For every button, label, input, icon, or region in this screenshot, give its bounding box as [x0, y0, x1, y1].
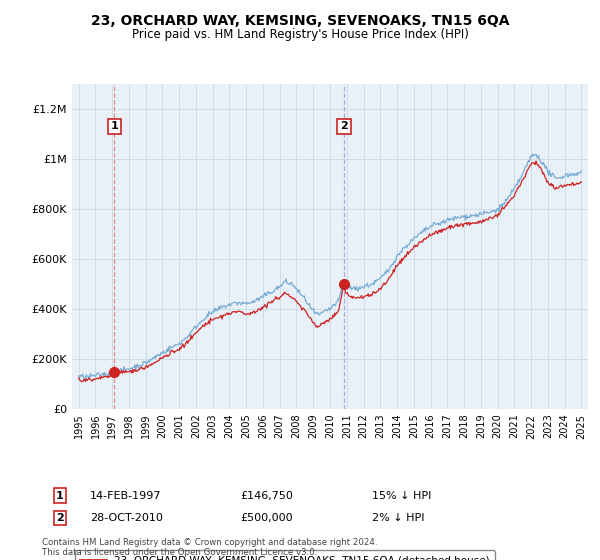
Text: 23, ORCHARD WAY, KEMSING, SEVENOAKS, TN15 6QA: 23, ORCHARD WAY, KEMSING, SEVENOAKS, TN1… — [91, 14, 509, 28]
Text: 28-OCT-2010: 28-OCT-2010 — [90, 513, 163, 523]
Text: Price paid vs. HM Land Registry's House Price Index (HPI): Price paid vs. HM Land Registry's House … — [131, 28, 469, 41]
Text: £500,000: £500,000 — [240, 513, 293, 523]
Legend: 23, ORCHARD WAY, KEMSING, SEVENOAKS, TN15 6QA (detached house), HPI: Average pri: 23, ORCHARD WAY, KEMSING, SEVENOAKS, TN1… — [74, 550, 495, 560]
Text: 2% ↓ HPI: 2% ↓ HPI — [372, 513, 425, 523]
Text: Contains HM Land Registry data © Crown copyright and database right 2024.
This d: Contains HM Land Registry data © Crown c… — [42, 538, 377, 557]
Text: 1: 1 — [56, 491, 64, 501]
Text: 14-FEB-1997: 14-FEB-1997 — [90, 491, 161, 501]
Text: 2: 2 — [340, 122, 348, 132]
Text: £146,750: £146,750 — [240, 491, 293, 501]
Text: 15% ↓ HPI: 15% ↓ HPI — [372, 491, 431, 501]
Text: 1: 1 — [110, 122, 118, 132]
Text: 2: 2 — [56, 513, 64, 523]
